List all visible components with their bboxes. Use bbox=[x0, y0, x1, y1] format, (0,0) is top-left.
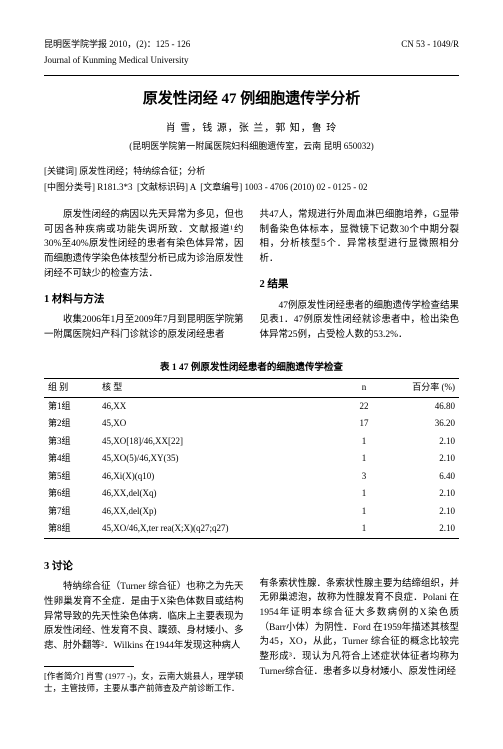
cell-pct: 6.40 bbox=[389, 468, 459, 486]
class-label-2: [文献标识码] bbox=[137, 182, 188, 192]
th-pct: 百分率 (%) bbox=[389, 379, 459, 398]
table-row: 第3组45,XO[18]/46,XX[22]12.10 bbox=[44, 433, 459, 451]
footnote-label: [作者简介] bbox=[44, 671, 84, 681]
table-row: 第7组46,XX,del(Xp)12.10 bbox=[44, 503, 459, 521]
journal-en: Journal of Kunming Medical University bbox=[44, 54, 459, 68]
cell-pct: 46.80 bbox=[389, 397, 459, 415]
cell-karyo: 45,XO bbox=[98, 415, 339, 433]
cell-karyo: 45,XO(5)/46,XY(35) bbox=[98, 450, 339, 468]
intro-para: 原发性闭经的病因以先天异常为多见，但也可因各种疾病或功能失调所致．文献报道¹约3… bbox=[44, 208, 244, 282]
cell-n: 1 bbox=[339, 503, 389, 521]
classification-line: [中图分类号] R181.3*3 [文献标识码] A [文章编号] 1003 -… bbox=[44, 181, 459, 195]
cell-n: 1 bbox=[339, 520, 389, 538]
footnote-rule bbox=[44, 666, 134, 667]
disc-right-para: 有条索状性腺．条索状性腺主要为结缔组织，并无卵巢滤泡，故称为性腺发育不良症．Po… bbox=[260, 577, 460, 680]
table-row: 第5组46,Xi(X)(q10)36.40 bbox=[44, 468, 459, 486]
table-row: 第1组46,XX2246.80 bbox=[44, 397, 459, 415]
cell-pct: 2.10 bbox=[389, 520, 459, 538]
cell-karyo: 45,XO/46,X,ter rea(X;X)(q27;q27) bbox=[98, 520, 339, 538]
journal-cn: 昆明医学院学报 2010，(2)：125 - 126 bbox=[44, 38, 190, 52]
issn: CN 53 - 1049/R bbox=[401, 38, 459, 52]
cell-n: 3 bbox=[339, 468, 389, 486]
col-left-lower: 3 讨论 特纳综合征（Turner 综合征）也称之为先天性卵巢发育不全症．是由于… bbox=[44, 549, 244, 695]
cell-pct: 2.10 bbox=[389, 503, 459, 521]
cell-karyo: 46,Xi(X)(q10) bbox=[98, 468, 339, 486]
th-karyo: 核 型 bbox=[98, 379, 339, 398]
cell-group: 第5组 bbox=[44, 468, 98, 486]
lower-columns: 3 讨论 特纳综合征（Turner 综合征）也称之为先天性卵巢发育不全症．是由于… bbox=[44, 549, 459, 695]
sec1-left-para: 收集2006年1月至2009年7月到昆明医学院第一附属医院妇产科门诊就诊的原发闭… bbox=[44, 313, 244, 342]
col-right-upper: 共47人，常规进行外周血淋巴细胞培养，G显带制备染色体标本，显微镜下记数30个中… bbox=[260, 208, 460, 351]
cell-karyo: 46,XX bbox=[98, 397, 339, 415]
cell-karyo: 46,XX,del(Xp) bbox=[98, 503, 339, 521]
table-row: 第6组46,XX,del(Xq)12.10 bbox=[44, 485, 459, 503]
cell-group: 第6组 bbox=[44, 485, 98, 503]
cell-group: 第4组 bbox=[44, 450, 98, 468]
section-3-head: 3 讨论 bbox=[44, 559, 244, 575]
disc-left-para: 特纳综合征（Turner 综合征）也称之为先天性卵巢发育不全症．是由于X染色体数… bbox=[44, 580, 244, 654]
affiliation: (昆明医学院第一附属医院妇科细胞遗传室，云南 昆明 650032) bbox=[44, 140, 459, 154]
table-caption: 表 1 47 例原发性闭经患者的细胞遗传学检查 bbox=[44, 361, 459, 375]
upper-columns: 原发性闭经的病因以先天异常为多见，但也可因各种疾病或功能失调所致．文献报道¹约3… bbox=[44, 208, 459, 351]
cell-n: 1 bbox=[339, 450, 389, 468]
section-2-head: 2 结果 bbox=[260, 277, 460, 293]
section-1-head: 1 材料与方法 bbox=[44, 292, 244, 308]
authors: 肖 雪，钱 源，张 兰，郭 知，鲁 玲 bbox=[44, 121, 459, 136]
table-row: 第8组45,XO/46,X,ter rea(X;X)(q27;q27)12.10 bbox=[44, 520, 459, 538]
header-rule bbox=[44, 75, 459, 76]
class-val-2: A bbox=[190, 182, 196, 192]
cell-pct: 2.10 bbox=[389, 450, 459, 468]
cell-karyo: 46,XX,del(Xq) bbox=[98, 485, 339, 503]
cell-group: 第7组 bbox=[44, 503, 98, 521]
keywords-line: [关键词] 原发性闭经；特纳综合征；分析 bbox=[44, 165, 459, 179]
paper-title: 原发性闭经 47 例细胞遗传学分析 bbox=[44, 88, 459, 111]
col-right-lower: 有条索状性腺．条索状性腺主要为结缔组织，并无卵巢滤泡，故称为性腺发育不良症．Po… bbox=[260, 549, 460, 695]
cell-pct: 36.20 bbox=[389, 415, 459, 433]
cell-n: 22 bbox=[339, 397, 389, 415]
table-header-row: 组 别 核 型 n 百分率 (%) bbox=[44, 379, 459, 398]
th-n: n bbox=[339, 379, 389, 398]
class-val-1: R181.3*3 bbox=[97, 182, 132, 192]
cell-group: 第1组 bbox=[44, 397, 98, 415]
cell-n: 1 bbox=[339, 433, 389, 451]
cell-group: 第8组 bbox=[44, 520, 98, 538]
table-row: 第4组45,XO(5)/46,XY(35)12.10 bbox=[44, 450, 459, 468]
cell-n: 17 bbox=[339, 415, 389, 433]
cell-group: 第3组 bbox=[44, 433, 98, 451]
table-row: 第2组45,XO1736.20 bbox=[44, 415, 459, 433]
cell-karyo: 45,XO[18]/46,XX[22] bbox=[98, 433, 339, 451]
keywords-text: 原发性闭经；特纳综合征；分析 bbox=[79, 166, 205, 176]
col-left-upper: 原发性闭经的病因以先天异常为多见，但也可因各种疾病或功能失调所致．文献报道¹约3… bbox=[44, 208, 244, 351]
class-label-1: [中图分类号] bbox=[44, 182, 95, 192]
class-label-3: [文章编号] bbox=[200, 182, 242, 192]
cell-pct: 2.10 bbox=[389, 485, 459, 503]
th-group: 组 别 bbox=[44, 379, 98, 398]
keywords-label: [关键词] bbox=[44, 166, 77, 176]
results-table: 组 别 核 型 n 百分率 (%) 第1组46,XX2246.80第2组45,X… bbox=[44, 378, 459, 539]
cell-n: 1 bbox=[339, 485, 389, 503]
sec1-right-para: 共47人，常规进行外周血淋巴细胞培养，G显带制备染色体标本，显微镜下记数30个中… bbox=[260, 208, 460, 267]
class-val-3: 1003 - 4706 (2010) 02 - 0125 - 02 bbox=[245, 182, 368, 192]
author-footnote: [作者简介] 肖雪 (1977 -)，女，云南大姚县人，理学硕士，主管技师，主要… bbox=[44, 671, 244, 695]
sec2-right-para: 47例原发性闭经患者的细胞遗传学检查结果见表1．47例原发性闭经就诊患者中，检出… bbox=[260, 299, 460, 343]
cell-pct: 2.10 bbox=[389, 433, 459, 451]
cell-group: 第2组 bbox=[44, 415, 98, 433]
